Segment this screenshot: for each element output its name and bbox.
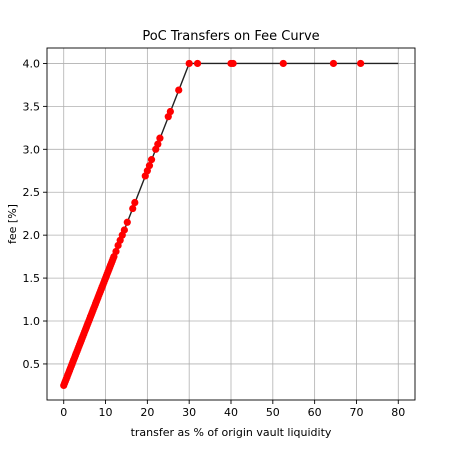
x-tick-label: 50 <box>266 406 280 419</box>
transfer-point <box>123 218 131 226</box>
x-tick-label: 40 <box>224 406 238 419</box>
y-axis-label: fee [%] <box>6 204 19 244</box>
y-tick-label: 0.5 <box>23 358 41 371</box>
chart-title: PoC Transfers on Fee Curve <box>142 29 319 44</box>
x-tick-label: 20 <box>140 406 154 419</box>
y-tick-label: 4.0 <box>23 57 41 70</box>
data-points <box>60 59 365 390</box>
x-tick-label: 80 <box>391 406 405 419</box>
y-tick-label: 3.5 <box>23 100 41 113</box>
transfer-point <box>357 59 365 68</box>
y-tick-label: 2.5 <box>23 186 41 199</box>
transfer-point <box>131 198 139 207</box>
x-tick-label: 30 <box>182 406 196 419</box>
y-tick-label: 1.5 <box>23 272 41 285</box>
transfer-point <box>129 204 137 213</box>
transfer-point <box>329 59 338 68</box>
transfer-point <box>193 59 202 68</box>
y-tick-label: 2.0 <box>23 229 41 242</box>
transfer-point <box>154 140 162 148</box>
transfer-point <box>279 59 287 68</box>
y-tick-label: 1.0 <box>23 315 41 328</box>
x-axis-ticks: 0 10 20 30 40 50 60 70 80 <box>60 400 405 419</box>
transfer-point <box>112 247 120 256</box>
transfer-point <box>229 59 237 68</box>
x-tick-label: 10 <box>99 406 113 419</box>
grid-lines <box>47 48 415 400</box>
transfer-point <box>145 162 154 170</box>
x-tick-label: 60 <box>308 406 322 419</box>
y-axis-ticks: 0.5 1.0 1.5 2.0 2.5 3.0 3.5 4.0 <box>23 57 47 371</box>
transfer-point <box>175 86 183 94</box>
y-tick-label: 3.0 <box>23 143 41 156</box>
transfer-point <box>147 156 156 164</box>
x-tick-label: 0 <box>60 406 67 419</box>
transfer-point <box>166 107 174 116</box>
transfer-point <box>156 134 164 142</box>
transfer-point <box>185 59 193 68</box>
x-tick-label: 70 <box>349 406 363 419</box>
transfer-point <box>120 226 128 234</box>
x-axis-label: transfer as % of origin vault liquidity <box>131 426 332 439</box>
